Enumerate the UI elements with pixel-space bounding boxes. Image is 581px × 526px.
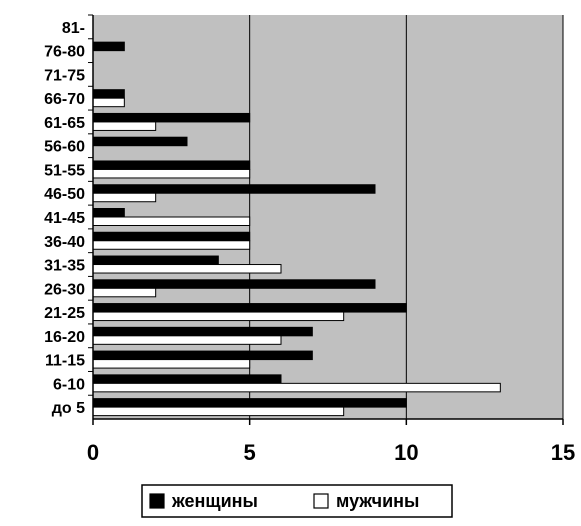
- bar-men: [92, 406, 345, 417]
- y-tick-label: 41-45: [44, 210, 85, 227]
- bar-men: [92, 240, 251, 250]
- y-tick-label: до 5: [52, 400, 85, 417]
- y-tick-label: 56-60: [44, 139, 85, 156]
- y-tick-label: 31-35: [44, 258, 85, 275]
- y-tick-label: 11-15: [45, 353, 85, 370]
- bar-women: [92, 279, 376, 289]
- x-tick-label: 15: [551, 440, 575, 465]
- bar-men: [92, 382, 501, 393]
- bar-women: [92, 398, 407, 408]
- y-tick-label: 46-50: [44, 186, 85, 203]
- bar-men: [92, 192, 157, 203]
- bar-women: [92, 184, 376, 194]
- y-ticks: до 5 6-10 11-15 16-20 21-25 26-30 31-35 36-40 41…: [44, 14, 93, 417]
- bar-women: [92, 41, 125, 52]
- legend-label-women: женщины: [171, 491, 258, 511]
- y-tick-label: 21-25: [44, 305, 85, 322]
- bar-women: [92, 350, 313, 361]
- bar-women: [92, 374, 282, 384]
- x-tick-label: 0: [87, 440, 99, 465]
- bar-men: [92, 335, 282, 345]
- legend: женщины мужчины: [141, 484, 453, 518]
- bar-men: [92, 264, 282, 274]
- legend-label-men: мужчины: [336, 491, 419, 511]
- bar-men: [92, 168, 251, 179]
- bar-women: [92, 112, 251, 123]
- bar-women: [92, 326, 313, 337]
- bar-men: [92, 216, 251, 226]
- y-tick-label: 36-40: [44, 234, 85, 251]
- x-tick-label: 5: [244, 440, 256, 465]
- x-tick-label: 10: [394, 440, 418, 465]
- bar-men: [92, 311, 345, 322]
- bar-women: [92, 208, 125, 218]
- y-tick-label: 81-: [62, 20, 85, 37]
- y-tick-label: 26-30: [44, 281, 85, 298]
- y-tick-label: 76-80: [44, 44, 85, 61]
- bar-women: [92, 136, 188, 147]
- y-tick-label: 51-55: [44, 162, 85, 179]
- bar-women: [92, 89, 125, 99]
- legend-swatch-men: [313, 493, 329, 509]
- bar-women: [92, 303, 407, 313]
- y-tick-label: 6-10: [53, 376, 85, 393]
- bar-women: [92, 255, 219, 266]
- bar-men: [92, 97, 125, 108]
- y-tick-label: 16-20: [44, 329, 85, 346]
- y-tick-label: 71-75: [44, 67, 85, 84]
- bar-women: [92, 160, 251, 170]
- x-ticks: 0 5 10 15: [87, 419, 575, 465]
- bar-men: [92, 359, 251, 369]
- bar-men: [92, 121, 157, 131]
- y-tick-label: 66-70: [44, 91, 85, 108]
- bar-women: [92, 231, 251, 242]
- legend-box: [141, 484, 453, 518]
- bar-men: [92, 287, 157, 298]
- bars: [92, 41, 501, 417]
- y-tick-label: 61-65: [44, 115, 85, 132]
- legend-swatch-women: [149, 493, 165, 509]
